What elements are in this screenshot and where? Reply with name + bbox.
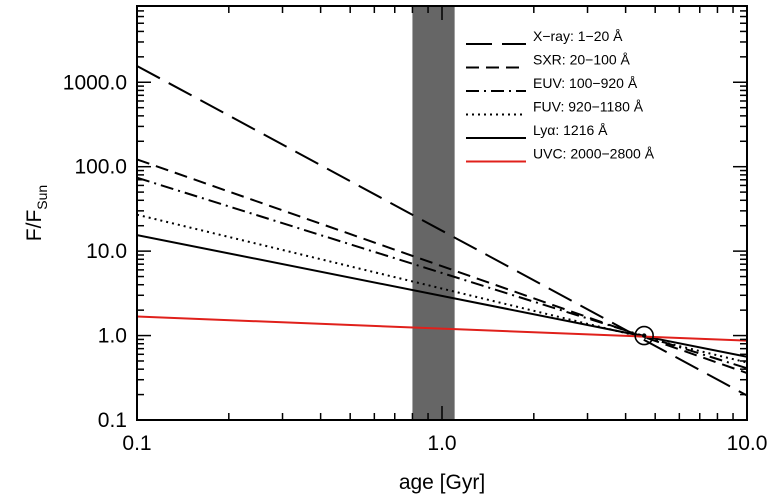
x-axis-title: age [Gyr] xyxy=(399,471,485,494)
x-tick-label-2: 10.0 xyxy=(727,432,768,455)
legend-label-5: UVC: 2000−2800 Å xyxy=(533,146,655,162)
sun-marker-dot xyxy=(641,333,647,338)
series-line-0 xyxy=(137,65,747,397)
y-tick-label-1: 1.0 xyxy=(98,325,127,348)
shaded-band xyxy=(412,6,455,420)
series-line-3 xyxy=(137,213,747,364)
y-axis-title-main: F/F xyxy=(23,210,46,242)
series-line-1 xyxy=(137,158,747,374)
x-tick-label-1: 1.0 xyxy=(427,432,456,455)
y-axis-title-sub: Sun xyxy=(34,185,50,210)
y-tick-label-3: 100.0 xyxy=(74,156,127,179)
y-tick-label-0: 0.1 xyxy=(98,409,127,432)
legend-label-2: EUV: 100−920 Å xyxy=(533,75,638,91)
legend-label-3: FUV: 920−1180 Å xyxy=(533,99,644,115)
y-axis-title: F/FSun xyxy=(23,185,50,241)
x-tick-label-0: 0.1 xyxy=(122,432,151,455)
legend-label-1: SXR: 20−100 Å xyxy=(533,52,631,68)
y-tick-label-4: 1000.0 xyxy=(63,71,127,94)
legend-label-0: X−ray: 1−20 Å xyxy=(533,28,623,44)
y-tick-label-2: 10.0 xyxy=(86,240,127,263)
legend-label-4: Lyα: 1216 Å xyxy=(533,122,608,138)
sun-marker-ring xyxy=(634,325,654,346)
y-axis-title-group: F/FSun xyxy=(23,185,50,241)
